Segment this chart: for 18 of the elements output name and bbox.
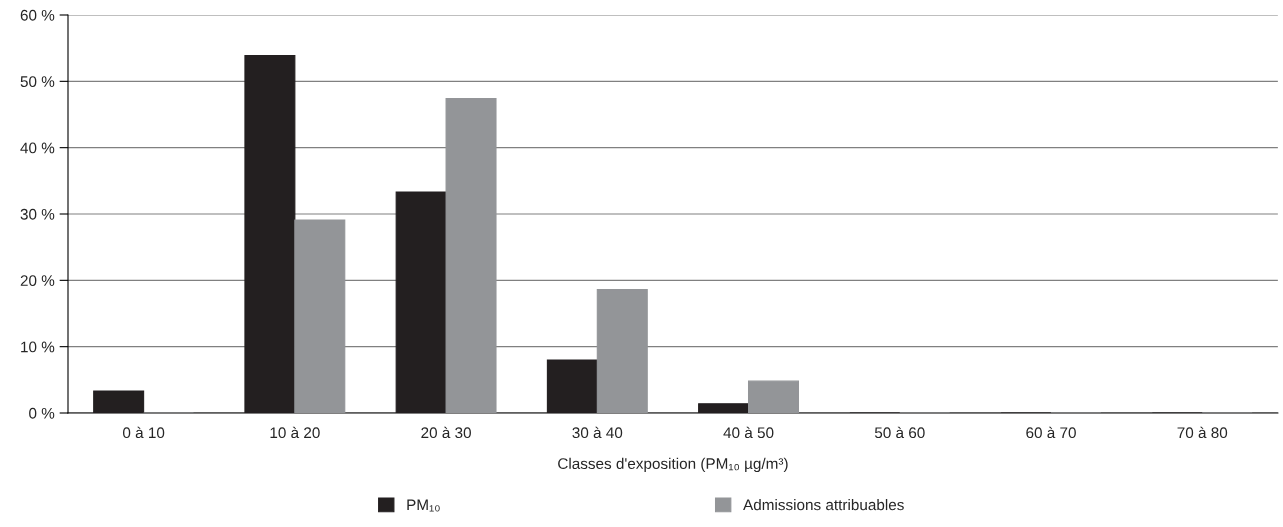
x-axis-title: Classes d'exposition (PM₁₀ µg/m³) bbox=[558, 457, 788, 473]
x-tick-label: 0 à 10 bbox=[122, 426, 165, 439]
y-tick-label: 10 % bbox=[21, 341, 55, 353]
x-tick-label: 30 à 40 bbox=[572, 426, 623, 439]
x-tick-label: 20 à 30 bbox=[421, 426, 471, 439]
x-tick-label: 70 à 80 bbox=[1177, 426, 1228, 439]
x-tick-label: 40 à 50 bbox=[723, 426, 774, 439]
y-tick-label: 50 % bbox=[20, 76, 55, 88]
y-tick-label: 60 % bbox=[20, 9, 55, 21]
y-tick-label: 0 % bbox=[29, 407, 55, 419]
legend-label: PM₁₀ bbox=[407, 499, 440, 512]
x-tick-label: 10 à 20 bbox=[270, 426, 320, 439]
x-tick-label: 60 à 70 bbox=[1026, 426, 1076, 439]
y-tick-label: 40 % bbox=[20, 142, 55, 154]
x-tick-label: 50 à 60 bbox=[874, 426, 925, 439]
y-tick-label: 20 % bbox=[20, 275, 55, 287]
y-tick-label: 30 % bbox=[20, 208, 55, 220]
legend-label: Admissions attribuables bbox=[743, 499, 904, 511]
